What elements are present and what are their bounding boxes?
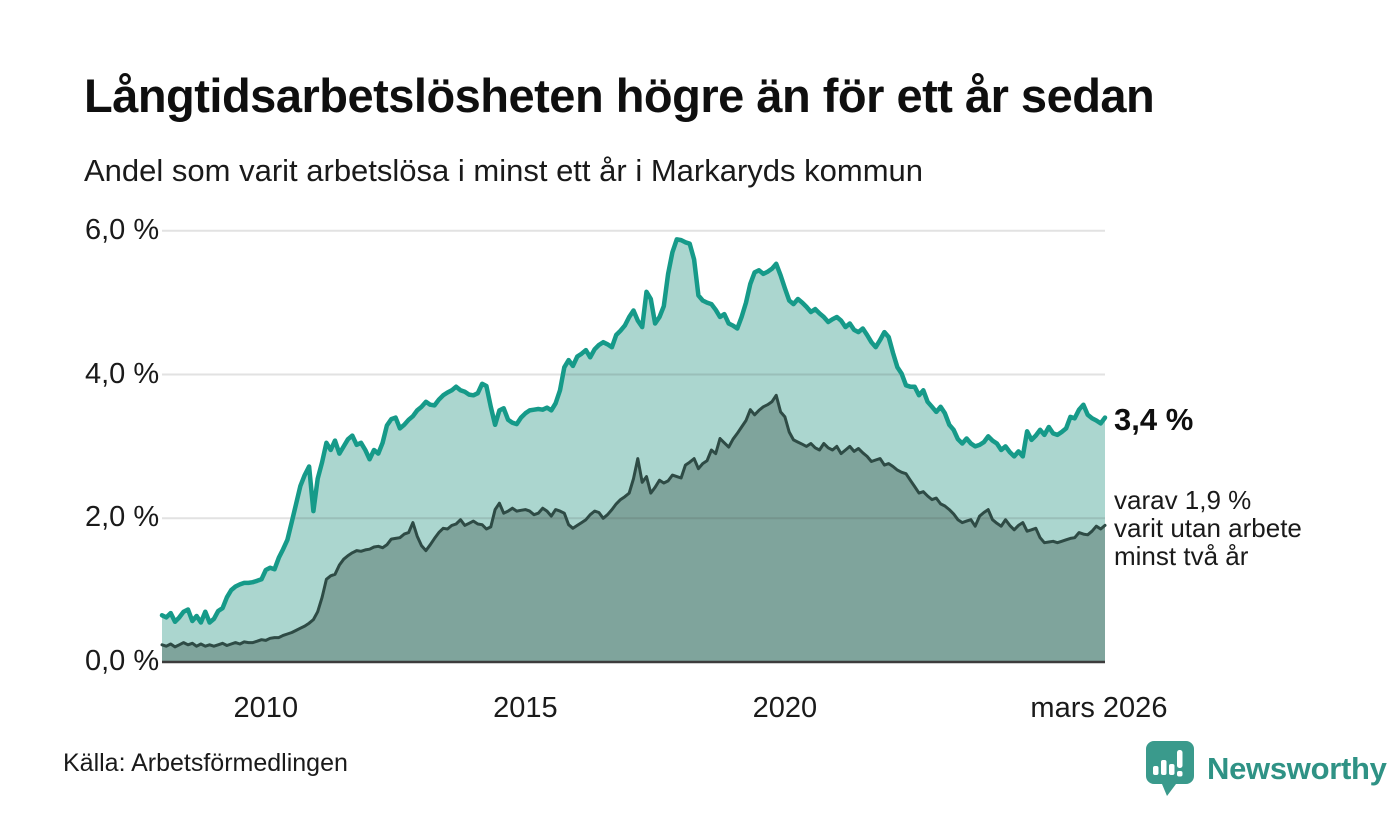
newsworthy-logo: Newsworthy xyxy=(1144,740,1387,797)
newsworthy-logo-text: Newsworthy xyxy=(1207,750,1387,786)
y-axis-label-2: 2,0 % xyxy=(85,501,160,534)
area-fill-two-years xyxy=(162,395,1105,662)
x-axis-label-2010: 2010 xyxy=(233,692,299,724)
source-note: Källa: Arbetsförmedlingen xyxy=(63,749,348,777)
chart-subtitle: Andel som varit arbetslösa i minst ett å… xyxy=(84,153,923,188)
latest-value-label: 3,4 % xyxy=(1114,402,1194,437)
newsworthy-bubble-chart-icon xyxy=(1146,741,1194,796)
page-title: Långtidsarbetslösheten högre än för ett … xyxy=(84,69,1155,122)
y-axis-label-4: 4,0 % xyxy=(85,357,160,390)
secondary-value-line3: minst två år xyxy=(1114,541,1249,572)
secondary-value-line1: varav 1,9 % xyxy=(1114,485,1252,515)
y-axis-label-6: 6,0 % xyxy=(85,213,160,246)
series-line-one-year xyxy=(159,237,1108,625)
y-axis-label-0: 0,0 % xyxy=(85,645,160,677)
secondary-value-label: varav 1,9 % varit utan arbete minst två … xyxy=(1114,486,1302,570)
x-axis-label-mars-2026: mars 2026 xyxy=(1030,692,1168,724)
x-axis-label-2015: 2015 xyxy=(493,692,558,724)
series-line-two-years xyxy=(160,393,1107,649)
secondary-value-line2: varit utan arbete xyxy=(1114,513,1302,544)
x-axis-label-2020: 2020 xyxy=(752,692,818,724)
